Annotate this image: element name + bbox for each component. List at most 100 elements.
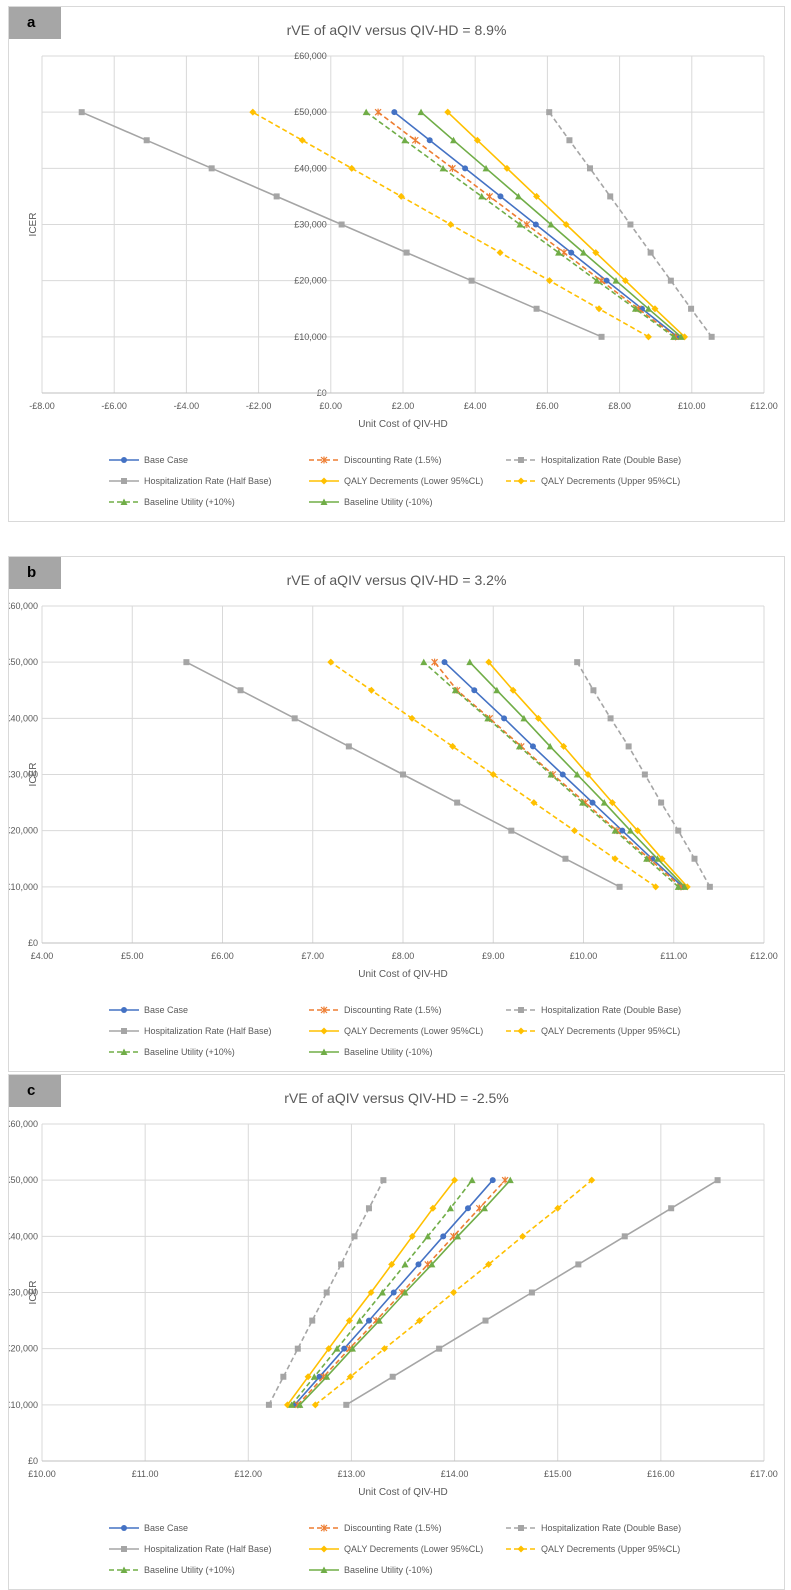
data-point <box>348 1345 356 1352</box>
data-point <box>78 109 85 116</box>
chart-panel-a: rVE of aQIV versus QIV-HD = 8.9% -£8.00 -£… <box>8 6 785 522</box>
data-point <box>708 333 715 340</box>
legend-label: Baseline Utility (-10%) <box>344 1047 433 1057</box>
data-point <box>401 136 409 144</box>
legend-swatch-marker <box>518 1007 524 1013</box>
data-point <box>519 1232 527 1240</box>
data-point <box>480 1204 488 1212</box>
data-point <box>619 827 626 834</box>
data-point <box>237 687 244 694</box>
data-point <box>447 221 455 228</box>
data-point <box>403 249 410 256</box>
data-point <box>449 164 456 172</box>
legend-label: QALY Decrements (Lower 95%CL) <box>344 476 483 486</box>
legend-label: Base Case <box>144 455 188 465</box>
data-point <box>547 771 555 778</box>
legend-swatch-marker <box>518 1525 524 1531</box>
legend-label: Base Case <box>144 1005 188 1015</box>
data-point <box>417 108 425 116</box>
data-point <box>589 799 596 806</box>
legend-label: Hospitalization Rate (Double Base) <box>541 1005 681 1015</box>
data-point <box>529 743 536 750</box>
legend-swatch-marker <box>517 1545 525 1553</box>
data-point <box>380 1345 388 1353</box>
data-point <box>546 277 554 285</box>
y-axis-label: ICER <box>28 1281 39 1305</box>
data-point <box>658 799 665 806</box>
data-point <box>473 136 481 144</box>
series-3 <box>343 1177 721 1408</box>
legend-swatch-marker <box>121 1525 127 1531</box>
legend-entry: Baseline Utility (+10%) <box>109 1047 235 1057</box>
data-point <box>625 743 632 750</box>
data-point <box>288 1401 296 1408</box>
data-point <box>441 659 448 666</box>
data-point <box>568 249 575 256</box>
data-point <box>580 249 587 256</box>
data-point <box>345 1317 353 1325</box>
data-point <box>338 221 345 228</box>
legend-label: QALY Decrements (Upper 95%CL) <box>541 1544 680 1554</box>
data-point <box>265 1401 272 1408</box>
y-tick-label: £30,000 <box>9 1288 38 1298</box>
data-point <box>546 742 554 750</box>
legend-label: QALY Decrements (Lower 95%CL) <box>344 1544 483 1554</box>
legend-label: Baseline Utility (-10%) <box>344 1565 433 1575</box>
x-tick-label: -£8.00 <box>29 401 55 411</box>
data-point <box>310 1373 318 1380</box>
x-tick-label: £8.00 <box>392 951 415 961</box>
data-point <box>627 221 634 228</box>
data-point <box>401 1289 409 1296</box>
data-point <box>475 1204 483 1212</box>
chart-title: rVE of aQIV versus QIV-HD = 8.9% <box>287 22 507 38</box>
series-7 <box>296 1176 514 1408</box>
y-tick-label: £40,000 <box>9 713 38 723</box>
legend-label: Discounting Rate (1.5%) <box>344 455 442 465</box>
chart-title: rVE of aQIV versus QIV-HD = -2.5% <box>284 1090 508 1106</box>
data-point <box>367 1289 375 1296</box>
legend-entry: QALY Decrements (Upper 95%CL) <box>506 1544 680 1554</box>
data-point <box>424 1232 432 1240</box>
data-point <box>681 883 689 890</box>
y-tick-label: £0 <box>28 938 38 948</box>
data-point <box>670 333 678 340</box>
data-point <box>374 108 382 116</box>
data-point <box>595 305 603 313</box>
data-point <box>668 1205 675 1212</box>
data-point <box>503 164 511 172</box>
data-point <box>183 659 190 666</box>
data-point <box>343 1401 350 1408</box>
data-point <box>533 192 541 200</box>
data-point <box>489 1177 496 1184</box>
x-tick-label: £2.00 <box>392 401 415 411</box>
data-point <box>593 277 601 284</box>
x-axis-label: Unit Cost of QIV-HD <box>358 419 447 430</box>
data-point <box>316 1373 323 1380</box>
legend-label: Baseline Utility (+10%) <box>144 1565 235 1575</box>
data-point <box>644 305 652 312</box>
data-point <box>562 855 569 862</box>
data-point <box>554 1204 562 1212</box>
legend-swatch-marker <box>121 1546 127 1552</box>
series-2 <box>574 659 713 890</box>
data-point <box>534 714 542 722</box>
legend-swatch-marker <box>320 1545 328 1553</box>
panel-label-a: a <box>9 7 61 39</box>
data-point <box>588 1176 596 1184</box>
data-point <box>647 249 654 256</box>
data-point <box>482 164 490 172</box>
data-point <box>484 714 492 722</box>
data-point <box>333 1345 341 1352</box>
data-point <box>380 1177 387 1184</box>
legend-label: QALY Decrements (Upper 95%CL) <box>541 476 680 486</box>
legend-swatch-marker <box>121 478 127 484</box>
data-point <box>462 165 469 172</box>
data-point <box>273 193 280 200</box>
data-point <box>677 333 685 340</box>
y-tick-label: £20,000 <box>294 276 327 286</box>
legend-entry: Base Case <box>109 1005 188 1015</box>
data-point <box>391 109 398 116</box>
data-point <box>304 1373 312 1381</box>
data-point <box>327 658 335 666</box>
data-point <box>523 221 531 228</box>
